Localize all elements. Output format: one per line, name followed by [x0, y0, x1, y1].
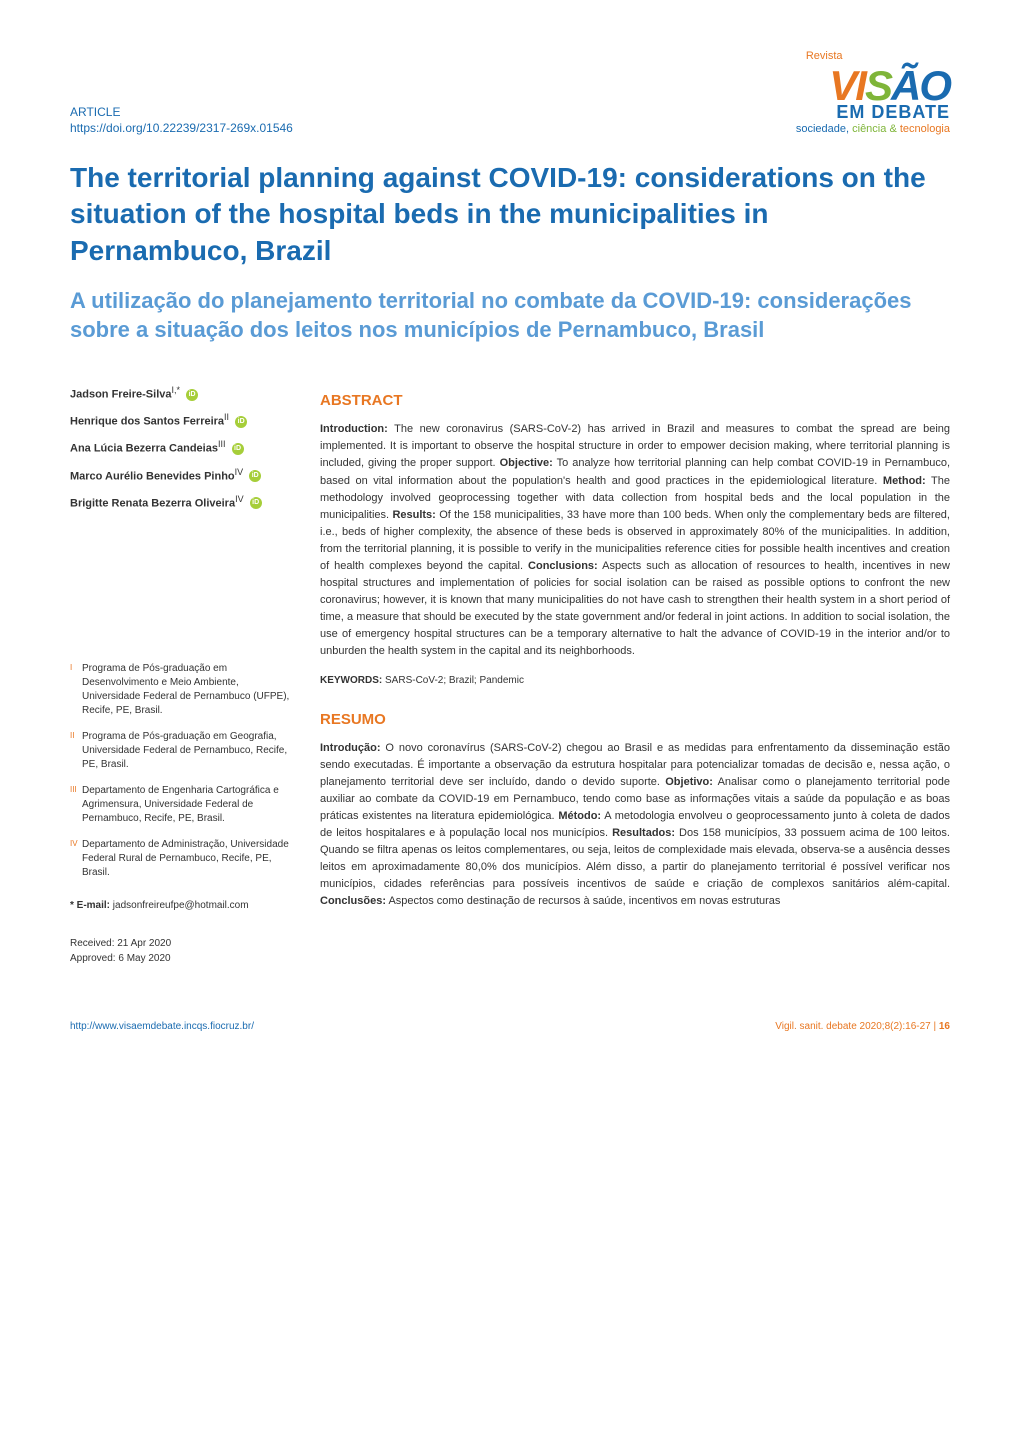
resumo-heading: RESUMO: [320, 711, 950, 728]
article-dates: Received: 21 Apr 2020 Approved: 6 May 20…: [70, 936, 290, 966]
article-label: ARTICLE: [70, 105, 293, 119]
author-item: Marco Aurélio Benevides PinhoIV: [70, 466, 290, 485]
orcid-icon[interactable]: [235, 416, 247, 428]
logo-debate: EM DEBATE: [821, 102, 950, 123]
footer-citation: Vigil. sanit. debate 2020;8(2):16-27 | 1…: [775, 1021, 950, 1032]
keywords: KEYWORDS: SARS-CoV-2; Brazil; Pandemic: [320, 675, 950, 686]
logo-text: Revista VISÃO EM DEBATE sociedade, ciênc…: [796, 50, 950, 135]
title-portuguese: A utilização do planejamento territorial…: [70, 287, 950, 344]
corresponding-email: * E-mail: jadsonfreireufpe@hotmail.com: [70, 900, 290, 911]
affiliation-item: I Programa de Pós-graduação em Desenvolv…: [70, 662, 290, 718]
author-item: Ana Lúcia Bezerra CandeiasIII: [70, 438, 290, 457]
footer-url[interactable]: http://www.visaemdebate.incqs.fiocruz.br…: [70, 1021, 254, 1032]
abstract-heading: ABSTRACT: [320, 392, 950, 409]
affiliation-item: III Departamento de Engenharia Cartográf…: [70, 784, 290, 826]
affiliations-list: I Programa de Pós-graduação em Desenvolv…: [70, 662, 290, 880]
authors-list: Jadson Freire-SilvaI,* Henrique dos Sant…: [70, 384, 290, 511]
affiliation-item: IV Departamento de Administração, Univer…: [70, 838, 290, 880]
resumo-body: Introdução: O novo coronavírus (SARS-CoV…: [320, 740, 950, 910]
abstract-body: Introduction: The new coronavirus (SARS-…: [320, 421, 950, 660]
article-meta: ARTICLE https://doi.org/10.22239/2317-26…: [70, 105, 293, 135]
header-section: ARTICLE https://doi.org/10.22239/2317-26…: [70, 50, 950, 135]
orcid-icon[interactable]: [186, 389, 198, 401]
main-content: ABSTRACT Introduction: The new coronavir…: [320, 384, 950, 965]
author-item: Henrique dos Santos FerreiraII: [70, 411, 290, 430]
received-date: Received: 21 Apr 2020: [70, 936, 290, 951]
orcid-icon[interactable]: [249, 470, 261, 482]
page-footer: http://www.visaemdebate.incqs.fiocruz.br…: [70, 1006, 950, 1032]
affiliation-item: II Programa de Pós-graduação em Geografi…: [70, 730, 290, 772]
doi-link[interactable]: https://doi.org/10.22239/2317-269x.01546: [70, 121, 293, 135]
orcid-icon[interactable]: [232, 443, 244, 455]
journal-logo: Revista VISÃO EM DEBATE sociedade, ciênc…: [796, 50, 950, 135]
orcid-icon[interactable]: [250, 497, 262, 509]
approved-date: Approved: 6 May 2020: [70, 951, 290, 966]
left-sidebar: Jadson Freire-SilvaI,* Henrique dos Sant…: [70, 384, 290, 965]
page-number: 16: [939, 1021, 950, 1032]
logo-revista: Revista: [806, 50, 950, 62]
content-columns: Jadson Freire-SilvaI,* Henrique dos Sant…: [70, 384, 950, 965]
title-english: The territorial planning against COVID-1…: [70, 160, 950, 269]
author-item: Jadson Freire-SilvaI,*: [70, 384, 290, 403]
author-item: Brigitte Renata Bezerra OliveiraIV: [70, 493, 290, 512]
logo-tagline: sociedade, ciência & tecnologia: [796, 123, 950, 135]
